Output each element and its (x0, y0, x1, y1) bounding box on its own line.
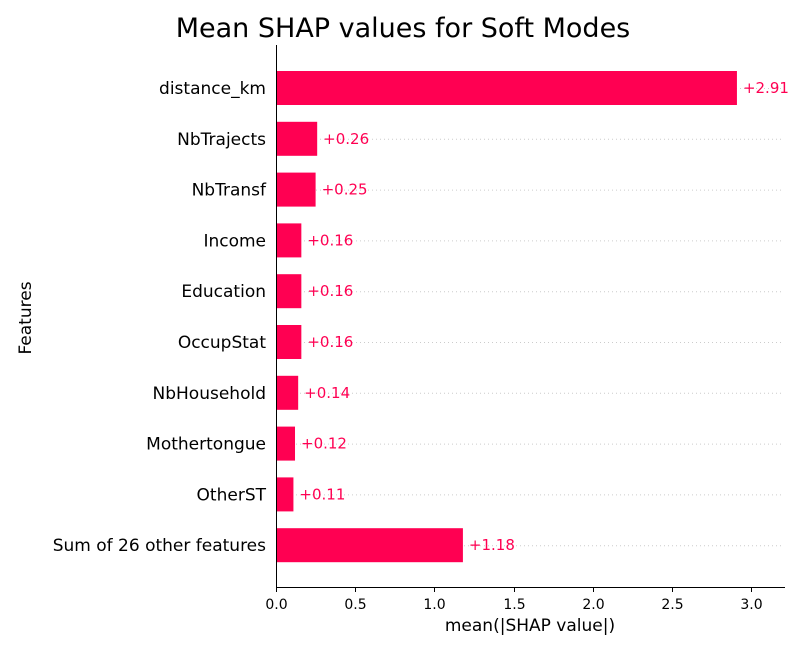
bar-otherst (277, 477, 294, 512)
x-tick-label: 0.0 (265, 597, 287, 613)
x-tick-label: 0.5 (344, 597, 366, 613)
y-axis-label: Features (16, 281, 36, 354)
bar-distance-km (277, 71, 737, 105)
value-labels: +2.91 +0.26 +0.25 +0.16 +0.16 +0.16 +0.14 +0.12… (299, 79, 788, 554)
bar-mothertongue (277, 426, 296, 461)
x-axis-label: mean(|SHAP value|) (445, 616, 615, 636)
category-label: Sum of 26 other features (53, 536, 266, 556)
bar-education (277, 274, 302, 309)
category-label: Income (203, 231, 266, 251)
category-label: NbTrajects (177, 130, 266, 150)
x-axis-ticks: 0.0 0.5 1.0 1.5 2.0 2.5 3.0 (265, 587, 763, 613)
bar-sum-of-26-other-features (277, 528, 463, 563)
x-tick-label: 3.0 (740, 597, 762, 613)
category-label: distance_km (159, 79, 266, 99)
value-label: +1.18 (469, 536, 515, 554)
chart-title: Mean SHAP values for Soft Modes (176, 13, 631, 44)
category-label: Education (181, 282, 266, 302)
bars (277, 71, 737, 563)
value-label: +0.11 (299, 485, 345, 503)
category-labels: distance_km NbTrajects NbTransf Income Educa… (53, 79, 267, 556)
x-tick-label: 2.5 (661, 597, 683, 613)
gridlines (276, 88, 783, 547)
bar-nbhousehold (277, 375, 299, 410)
category-label: Mothertongue (146, 435, 266, 455)
value-label: +2.91 (743, 79, 789, 97)
value-label: +0.14 (304, 384, 350, 402)
value-label: +0.26 (323, 130, 369, 148)
x-tick-label: 1.5 (503, 597, 525, 613)
bar-occupstat (277, 325, 302, 359)
x-tick-label: 2.0 (582, 597, 604, 613)
category-label: NbHousehold (153, 384, 266, 404)
x-tick-label: 1.0 (423, 597, 445, 613)
value-label: +0.16 (307, 333, 353, 351)
bar-income (277, 223, 302, 258)
bar-nbtrajects (277, 121, 318, 156)
category-label: OtherST (197, 485, 267, 505)
category-label: OccupStat (178, 333, 267, 353)
category-label: NbTransf (192, 181, 267, 201)
value-label: +0.16 (307, 231, 353, 249)
value-label: +0.25 (322, 181, 368, 199)
value-label: +0.12 (301, 435, 347, 453)
bar-nbtransf (277, 172, 316, 207)
value-label: +0.16 (307, 282, 353, 300)
